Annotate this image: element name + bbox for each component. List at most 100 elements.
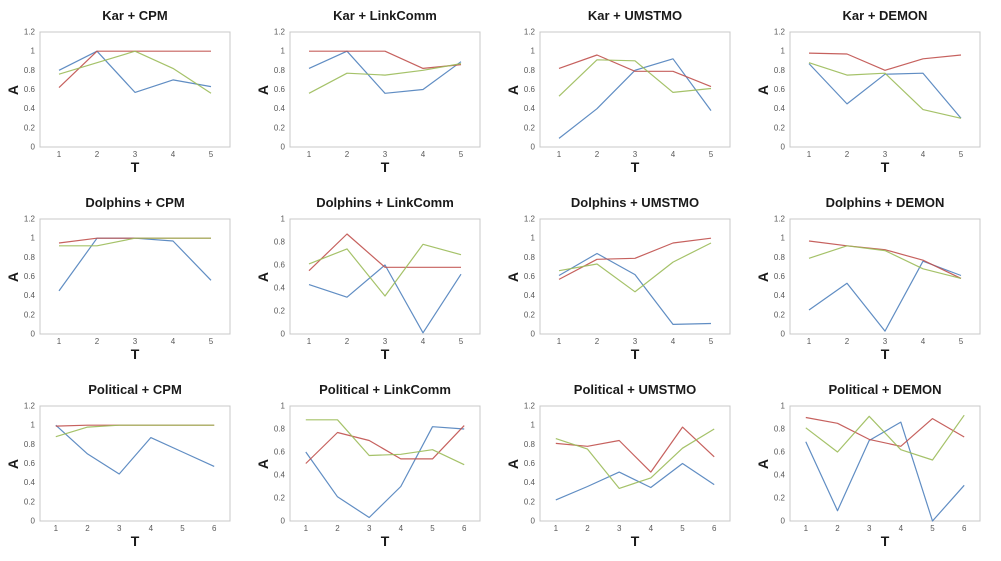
- y-tick-label: 0.6: [24, 459, 36, 468]
- x-tick-label: 2: [595, 150, 600, 159]
- chart-title: Political + DEMON: [828, 382, 942, 397]
- series-line-green: [58, 50, 212, 94]
- line-chart: 0 0.2 0.4 0.6 0.8 1 1.2 1 2 3 4 5 6: [24, 402, 231, 533]
- x-tick-label: 2: [95, 150, 100, 159]
- y-tick-label: 0.8: [524, 440, 536, 449]
- chart-kar-cpm: Kar + CPM A 0 0.2 0.4 0.6 0.8 1 1.2 1 2 3 4 5 T: [0, 0, 250, 187]
- chart-dolphins-demon: Dolphins + DEMON A 0 0.2 0.4 0.6 0.8 1 1.2 1 2 3 4…: [750, 187, 1001, 374]
- y-tick-label: 1.2: [774, 215, 786, 224]
- y-tick-label: 0.6: [524, 272, 536, 281]
- y-tick-label: 0.4: [274, 104, 286, 113]
- x-axis-label: T: [880, 159, 890, 175]
- y-tick-label: 0.4: [24, 291, 36, 300]
- y-tick-label: 0.8: [274, 238, 286, 247]
- chart-title: Kar + LinkComm: [333, 8, 437, 23]
- x-tick-label: 1: [304, 524, 309, 533]
- series-line-blue: [58, 50, 212, 94]
- chart-political-demon: Political + DEMON A 0 0.2 0.4 0.6 0.8 1 1 2 3 4 5 6…: [750, 374, 1001, 561]
- series-line-blue: [808, 63, 962, 119]
- y-tick-label: 0: [31, 330, 36, 339]
- series-line-red: [558, 237, 712, 280]
- x-tick-label: 4: [649, 524, 654, 533]
- x-tick-label: 5: [459, 150, 464, 159]
- x-tick-label: 2: [95, 337, 100, 346]
- y-tick-label: 0: [531, 330, 536, 339]
- y-tick-label: 0.4: [524, 104, 536, 113]
- y-tick-label: 0.6: [524, 459, 536, 468]
- line-chart: 0 0.2 0.4 0.6 0.8 1 1.2 1 2 3 4 5: [774, 215, 981, 346]
- y-tick-label: 0.4: [24, 104, 36, 113]
- x-tick-label: 1: [557, 150, 562, 159]
- x-tick-label: 4: [671, 150, 676, 159]
- chart-title: Kar + CPM: [102, 8, 168, 23]
- x-tick-label: 3: [883, 337, 888, 346]
- y-tick-label: 1: [281, 215, 286, 224]
- y-tick-label: 0: [781, 330, 786, 339]
- series-line-red: [305, 425, 465, 464]
- y-tick-label: 0.8: [774, 253, 786, 262]
- chart-title: Political + CPM: [88, 382, 182, 397]
- series-line-blue: [558, 252, 712, 326]
- y-tick-label: 1.2: [774, 28, 786, 37]
- series-line-red: [555, 426, 715, 473]
- y-tick-label: 0.4: [774, 471, 786, 480]
- x-tick-label: 4: [671, 337, 676, 346]
- y-tick-label: 0.2: [524, 123, 536, 132]
- y-tick-label: 0.6: [524, 85, 536, 94]
- y-tick-label: 0.4: [24, 478, 36, 487]
- y-tick-label: 1.2: [524, 215, 536, 224]
- chart-title: Political + UMSTMO: [573, 382, 697, 397]
- x-tick-label: 4: [921, 150, 926, 159]
- chart-title: Dolphins + UMSTMO: [570, 195, 700, 210]
- line-chart: 0 0.2 0.4 0.6 0.8 1 1.2 1 2 3 4 5: [524, 215, 731, 346]
- x-tick-label: 5: [709, 337, 714, 346]
- series-line-blue: [55, 424, 215, 475]
- x-tick-label: 1: [54, 524, 59, 533]
- x-tick-label: 6: [712, 524, 717, 533]
- x-axis-label: T: [380, 346, 390, 362]
- y-tick-label: 1.2: [24, 28, 36, 37]
- y-tick-label: 1.2: [524, 402, 536, 411]
- chart-political-cpm: Political + CPM A 0 0.2 0.4 0.6 0.8 1 1.2 1 2 3 4 5…: [0, 374, 250, 561]
- x-axis-label: T: [630, 533, 640, 549]
- line-chart: 0 0.2 0.4 0.6 0.8 1 1 2 3 4 5 6: [274, 402, 481, 533]
- x-tick-label: 3: [633, 150, 638, 159]
- x-tick-label: 2: [345, 337, 350, 346]
- y-tick-label: 0.4: [774, 291, 786, 300]
- y-tick-label: 0.8: [774, 66, 786, 75]
- series-line-green: [558, 242, 712, 293]
- chart-title: Kar + UMSTMO: [587, 8, 683, 23]
- chart-political-umstmo: Political + UMSTMO A 0 0.2 0.4 0.6 0.8 1 1.2 1 2…: [500, 374, 750, 561]
- y-tick-label: 0.6: [24, 85, 36, 94]
- x-axis-label: T: [130, 346, 140, 362]
- series-line-green: [305, 419, 465, 466]
- x-tick-label: 3: [383, 337, 388, 346]
- chart-title: Dolphins + LinkComm: [316, 195, 454, 210]
- x-tick-label: 2: [585, 524, 590, 533]
- y-tick-label: 1.2: [24, 215, 36, 224]
- y-tick-label: 0.4: [774, 104, 786, 113]
- x-axis-label: T: [880, 346, 890, 362]
- x-tick-label: 5: [959, 337, 964, 346]
- line-chart: 0 0.2 0.4 0.6 0.8 1 1.2 1 2 3 4 5 6: [524, 402, 731, 533]
- y-tick-label: 0.2: [524, 497, 536, 506]
- x-axis-label: T: [380, 159, 390, 175]
- x-axis-label: T: [380, 533, 390, 549]
- x-tick-label: 1: [307, 337, 312, 346]
- x-axis-label: T: [630, 159, 640, 175]
- x-tick-label: 4: [421, 337, 426, 346]
- series-line-blue: [308, 50, 462, 94]
- x-tick-label: 2: [845, 337, 850, 346]
- x-tick-label: 4: [149, 524, 154, 533]
- y-tick-label: 1.2: [274, 28, 286, 37]
- chart-kar-umstmo: Kar + UMSTMO A 0 0.2 0.4 0.6 0.8 1 1.2 1 2 3 4 5 T: [500, 0, 750, 187]
- y-tick-label: 0: [781, 517, 786, 526]
- y-tick-label: 1.2: [24, 402, 36, 411]
- x-tick-label: 5: [680, 524, 685, 533]
- y-tick-label: 0.2: [274, 494, 286, 503]
- x-tick-label: 4: [171, 150, 176, 159]
- y-tick-label: 0.8: [24, 66, 36, 75]
- chart-title: Kar + DEMON: [842, 8, 928, 23]
- y-tick-label: 0: [531, 517, 536, 526]
- x-tick-label: 1: [57, 150, 62, 159]
